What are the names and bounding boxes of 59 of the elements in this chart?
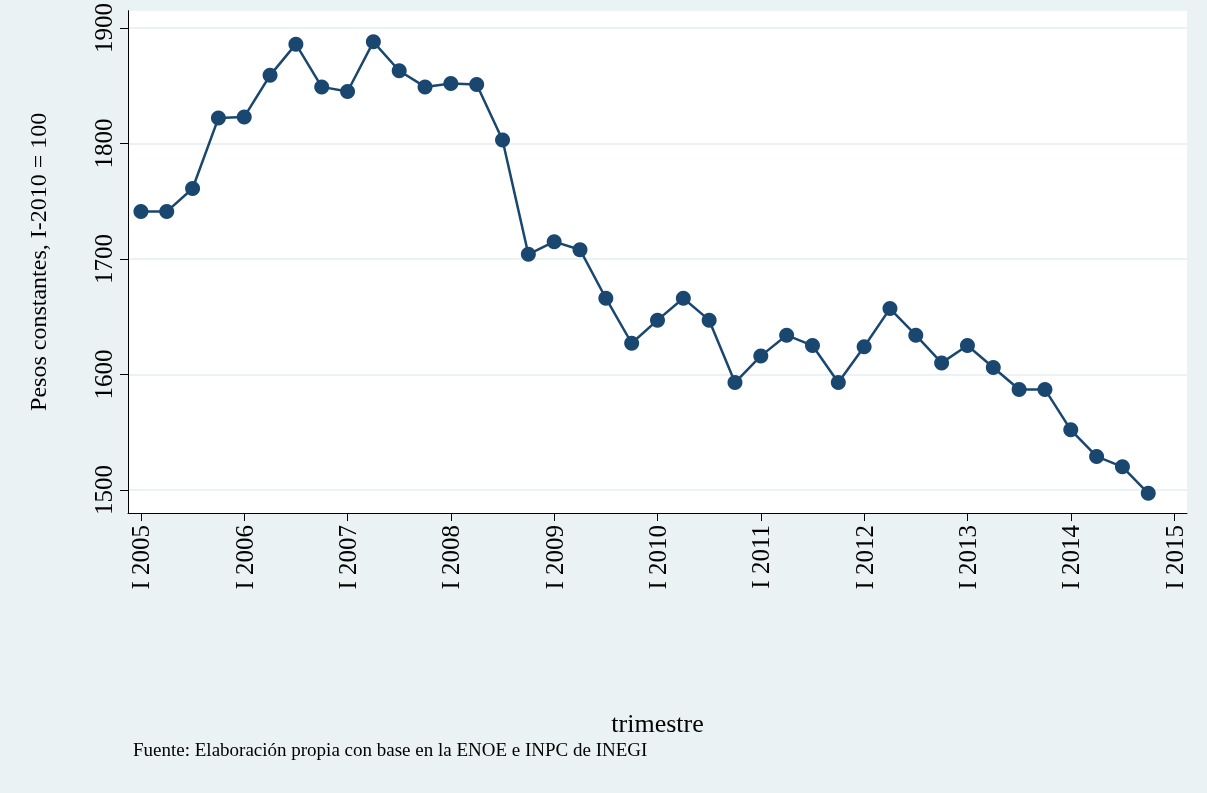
y-tick-label: 1500 <box>90 464 117 515</box>
point <box>856 339 872 355</box>
point <box>185 181 201 197</box>
x-tick-label: I 2011 <box>747 525 775 589</box>
point <box>1011 381 1027 397</box>
y-tick-label: 1700 <box>90 233 117 284</box>
point <box>1063 422 1079 438</box>
point <box>985 360 1001 375</box>
y-tick-label: 1800 <box>90 118 117 169</box>
y-axis-title: Pesos constantes, I-2010 = 100 <box>25 112 51 411</box>
x-tick-label: I 2010 <box>644 525 671 590</box>
x-axis-title: trimestre <box>611 708 704 738</box>
point <box>598 290 614 306</box>
x-tick-label: I 2009 <box>540 525 568 590</box>
x-tick-label: I 2007 <box>334 525 362 590</box>
point <box>934 355 950 371</box>
point <box>701 312 717 328</box>
point <box>288 36 304 52</box>
point <box>908 327 924 343</box>
point <box>159 204 175 220</box>
x-tick-label: I 2015 <box>1160 525 1188 590</box>
point <box>443 75 459 91</box>
x-tick-label: I 2008 <box>437 525 465 590</box>
x-tick-label: I 2013 <box>953 525 981 590</box>
point <box>804 338 820 354</box>
x-tick-label: I 2012 <box>850 525 878 590</box>
point <box>236 109 252 125</box>
point <box>365 34 381 50</box>
point <box>391 63 407 79</box>
x-tick-label: I 2014 <box>1057 524 1085 590</box>
y-tick-label: 1600 <box>90 349 117 400</box>
point <box>727 375 743 391</box>
point <box>675 290 691 306</box>
y-tick-label: 1900 <box>90 3 117 53</box>
point <box>520 246 536 262</box>
point <box>753 348 769 364</box>
point <box>830 375 846 391</box>
point <box>133 204 149 220</box>
point <box>1114 459 1130 475</box>
source-note: Fuente: Elaboración propia con base en la ENOE e INPC de INEGI <box>133 739 648 760</box>
point <box>882 301 898 317</box>
point <box>469 77 485 93</box>
point <box>262 67 278 83</box>
point <box>779 327 795 343</box>
point <box>417 79 433 95</box>
point <box>495 132 511 148</box>
point <box>650 312 665 328</box>
x-tick-label: I 2006 <box>230 525 258 590</box>
point <box>1089 448 1105 464</box>
point <box>1037 381 1053 397</box>
point <box>340 84 356 100</box>
point <box>624 335 640 351</box>
point <box>210 110 226 126</box>
x-tick-label: I 2005 <box>127 525 155 590</box>
point <box>546 234 562 250</box>
point <box>572 242 588 258</box>
point <box>959 338 975 354</box>
point <box>1140 485 1156 501</box>
point <box>314 79 330 95</box>
